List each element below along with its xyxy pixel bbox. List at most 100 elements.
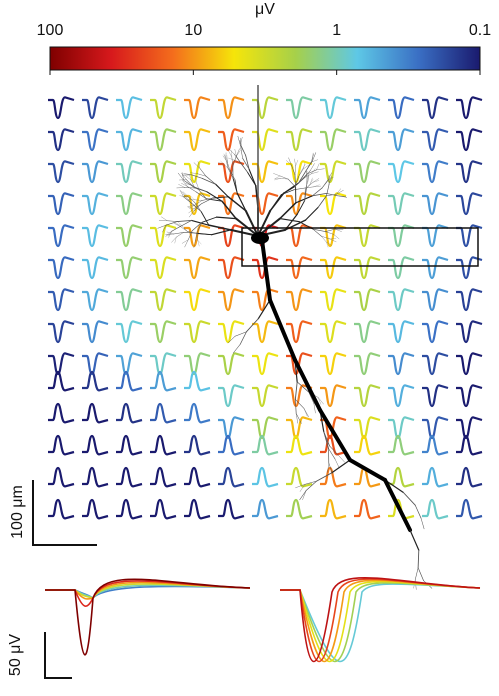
- waveform: [82, 370, 109, 392]
- waveform: [184, 352, 211, 376]
- dendrite: [326, 184, 330, 197]
- waveform: [252, 160, 279, 184]
- waveform: [286, 96, 313, 120]
- dendrite: [279, 202, 297, 220]
- waveform: [116, 352, 143, 376]
- dendrite: [417, 549, 420, 569]
- dendrite: [295, 195, 313, 204]
- waveform: [252, 320, 279, 344]
- dendrite: [257, 299, 271, 320]
- axon: [383, 478, 412, 532]
- waveform: [252, 416, 279, 440]
- waveform: [150, 96, 177, 120]
- dendrite: [228, 157, 235, 161]
- dendrite: [287, 178, 296, 188]
- waveform: [422, 256, 449, 280]
- waveform: [354, 498, 381, 520]
- dendrite: [232, 155, 237, 166]
- dendrite: [166, 220, 178, 222]
- dendrite: [187, 230, 193, 241]
- waveform: [218, 498, 245, 520]
- waveform: [184, 402, 211, 424]
- dendrite: [196, 222, 203, 233]
- dendrite: [189, 210, 195, 218]
- dendrite: [414, 567, 419, 580]
- waveform: [82, 224, 109, 248]
- waveform: [320, 498, 347, 520]
- waveform: [48, 466, 75, 488]
- dendrite: [305, 480, 317, 491]
- dendrite: [191, 202, 202, 212]
- dendrite: [312, 228, 326, 232]
- dendrite: [247, 171, 257, 187]
- dendrite: [234, 179, 238, 194]
- dendrite: [311, 168, 316, 174]
- dendrite: [295, 399, 305, 409]
- waveform: [48, 128, 75, 152]
- waveform: [150, 434, 177, 456]
- colorbar: [49, 46, 481, 71]
- dendrite: [323, 431, 330, 447]
- waveform: [320, 192, 347, 216]
- waveform: [388, 466, 415, 488]
- waveform: [116, 320, 143, 344]
- dendrite: [305, 161, 312, 171]
- dendrite: [328, 448, 336, 460]
- trace: [45, 578, 251, 656]
- waveform: [320, 434, 347, 456]
- waveform: [456, 352, 483, 376]
- dendrite: [295, 413, 298, 424]
- dendrite: [294, 174, 296, 188]
- dendrite: [326, 193, 339, 197]
- dendrite: [240, 163, 248, 173]
- dendrite: [294, 165, 296, 175]
- dendrite: [192, 184, 200, 191]
- waveform: [150, 498, 177, 520]
- dendrite: [188, 197, 195, 203]
- dendrite: [299, 490, 307, 501]
- dendrite: [211, 229, 232, 236]
- waveform: [286, 288, 313, 312]
- dendrite: [181, 183, 188, 187]
- dendrite: [246, 318, 259, 333]
- dendrite: [208, 224, 232, 231]
- waveform: [218, 96, 245, 120]
- dendrite: [327, 462, 329, 473]
- waveform: [82, 402, 109, 424]
- dendrite: [224, 155, 228, 161]
- dendrite: [201, 197, 213, 201]
- waveform: [184, 498, 211, 520]
- dendrite: [195, 232, 198, 242]
- waveform: [48, 160, 75, 184]
- axon: [260, 238, 272, 302]
- waveform: [184, 128, 211, 152]
- waveform: [150, 370, 177, 392]
- waveform: [218, 320, 245, 344]
- dendrite: [187, 205, 195, 207]
- dendrite: [327, 176, 332, 181]
- dendrite: [242, 157, 250, 170]
- waveform: [218, 224, 245, 248]
- waveform: [354, 352, 381, 376]
- dendrite: [286, 160, 292, 166]
- waveform: [184, 320, 211, 344]
- dendrite: [174, 237, 177, 244]
- dendrite: [334, 228, 342, 232]
- dendrite: [179, 189, 184, 198]
- waveform: [422, 288, 449, 312]
- dendrite: [316, 168, 325, 171]
- waveform: [252, 128, 279, 152]
- traces: [45, 577, 481, 663]
- dendrite: [303, 173, 312, 179]
- waveform: [82, 466, 109, 488]
- dendrite: [165, 221, 178, 226]
- dendrite: [295, 160, 298, 166]
- dendrite: [195, 177, 197, 184]
- dendrite: [197, 239, 202, 245]
- waveform: [286, 466, 313, 488]
- dendrite: [194, 200, 203, 206]
- axon: [268, 298, 297, 362]
- dendrite: [236, 155, 242, 164]
- waveform: [82, 192, 109, 216]
